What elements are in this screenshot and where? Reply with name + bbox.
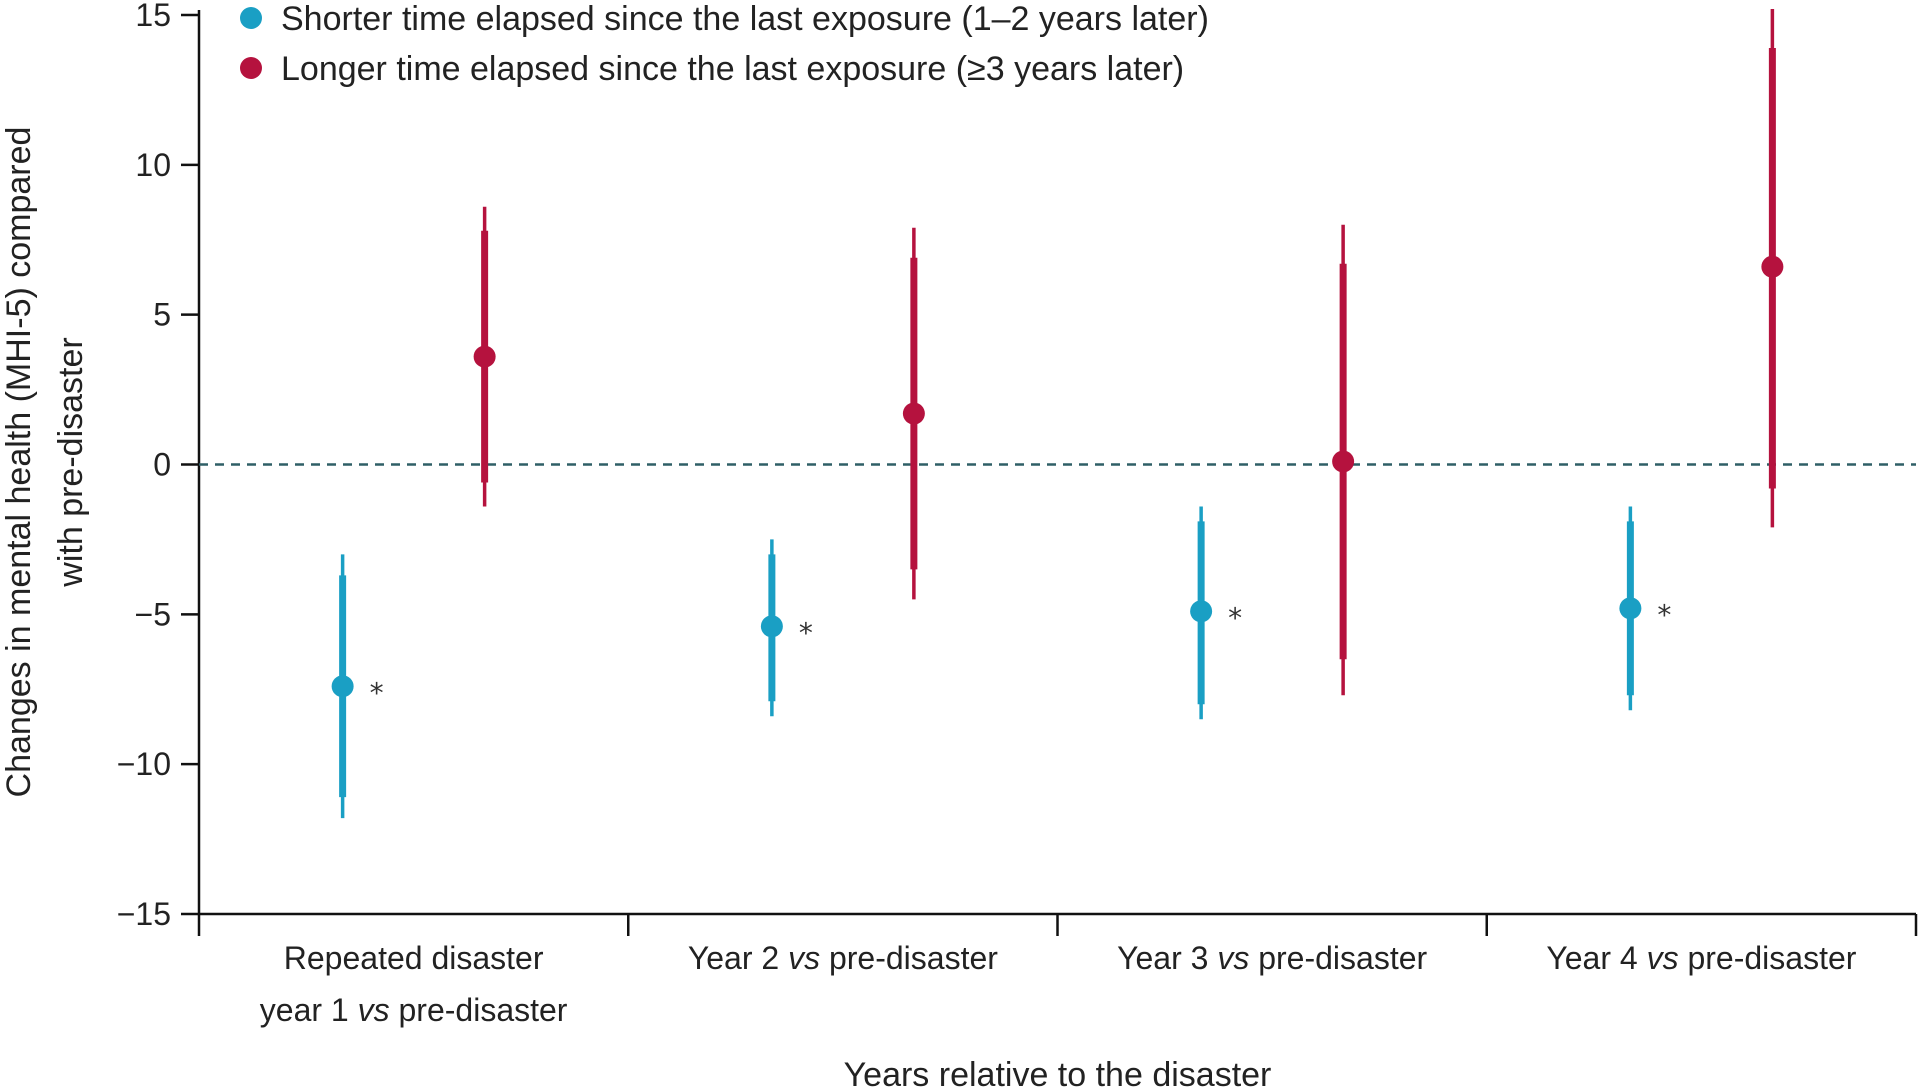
x-category-label: Repeated disaster xyxy=(284,940,544,976)
data-point xyxy=(760,615,783,638)
data-point xyxy=(1761,255,1784,278)
data-point xyxy=(1190,600,1213,623)
x-category-label: Year 3 vs pre-disaster xyxy=(1117,940,1427,976)
legend-label: Shorter time elapsed since the last expo… xyxy=(281,0,1209,38)
data-point xyxy=(1619,597,1642,620)
significance-marker: * xyxy=(799,616,813,649)
data-point xyxy=(473,345,496,368)
significance-marker: * xyxy=(1657,598,1671,631)
legend-label: Longer time elapsed since the last expos… xyxy=(281,50,1184,88)
legend-marker xyxy=(240,57,262,79)
y-tick-label: −5 xyxy=(135,596,171,632)
significance-marker: * xyxy=(370,676,384,709)
x-category-label: year 1 vs pre-disaster xyxy=(260,992,568,1028)
x-category-label: Year 4 vs pre-disaster xyxy=(1546,940,1856,976)
y-axis-title: Changes in mental health (MHI-5) compare… xyxy=(0,127,38,798)
y-tick-label: 15 xyxy=(135,0,171,33)
y-tick-label: 5 xyxy=(153,297,171,333)
y-tick-label: 10 xyxy=(135,147,171,183)
y-tick-label: −10 xyxy=(117,746,171,782)
legend: Shorter time elapsed since the last expo… xyxy=(240,0,1209,88)
significance-marker: * xyxy=(1228,601,1242,634)
y-axis-title: with pre-disaster xyxy=(52,337,90,587)
legend-marker xyxy=(240,7,262,29)
data-point xyxy=(331,675,354,698)
y-tick-label: 0 xyxy=(153,447,171,483)
x-category-label: Year 2 vs pre-disaster xyxy=(688,940,998,976)
x-axis-title: Years relative to the disaster xyxy=(844,1056,1272,1088)
data-point xyxy=(902,402,925,425)
data-point xyxy=(1332,450,1355,473)
y-tick-label: −15 xyxy=(117,896,171,932)
